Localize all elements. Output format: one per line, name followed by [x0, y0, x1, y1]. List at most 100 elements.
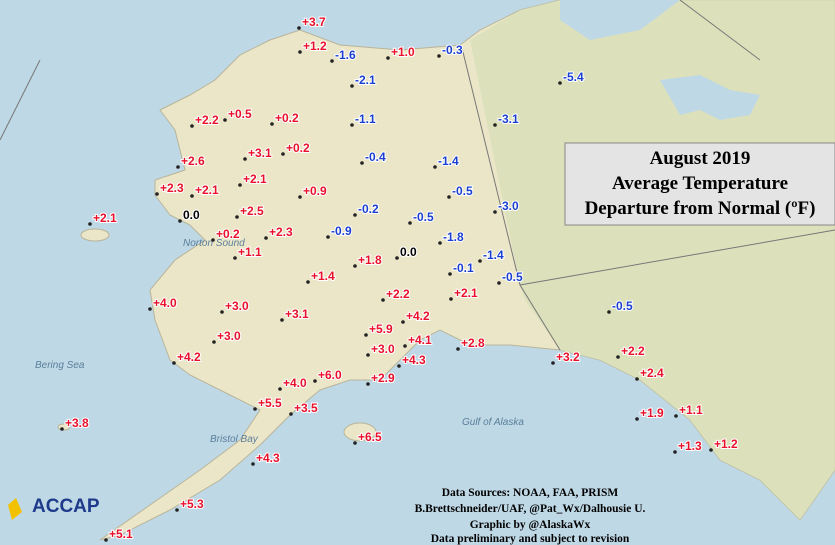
title: August 2019 [650, 148, 751, 169]
station-dot [433, 165, 437, 169]
station-label: +2.9 [371, 371, 395, 385]
station-dot [551, 361, 555, 365]
station-dot [212, 340, 216, 344]
station-dot [616, 355, 620, 359]
station-label: +0.9 [303, 184, 327, 198]
station-dot [297, 26, 301, 30]
station-label: +4.3 [256, 451, 280, 465]
station-dot [456, 347, 460, 351]
station-dot [243, 157, 247, 161]
station-dot [478, 259, 482, 263]
station-label: +2.4 [640, 366, 664, 380]
station-dot [172, 361, 176, 365]
place-label: Bristol Bay [210, 434, 259, 445]
station-label: +5.3 [180, 497, 204, 511]
station-label: +3.0 [371, 342, 395, 356]
place-label: Gulf of Alaska [462, 417, 524, 428]
station-label: +4.1 [408, 333, 432, 347]
station-dot [313, 379, 317, 383]
station-label: -0.5 [612, 299, 633, 313]
station-dot [437, 54, 441, 58]
station-label: +3.2 [556, 350, 580, 364]
station-dot [448, 272, 452, 276]
station-dot [674, 414, 678, 418]
station-dot [449, 297, 453, 301]
station-dot [353, 213, 357, 217]
logo: ACCAP [32, 496, 100, 517]
credit: Data preliminary and subject to revision [431, 533, 630, 545]
station-dot [190, 194, 194, 198]
title-box [564, 142, 835, 226]
place-label: Norton Sound [183, 238, 245, 249]
station-label: +2.5 [240, 204, 264, 218]
station-label: -0.5 [413, 210, 434, 224]
station-label: -0.5 [452, 184, 473, 198]
station-label: -3.1 [498, 112, 519, 126]
station-label: -3.0 [498, 199, 519, 213]
station-label: +0.5 [228, 107, 252, 121]
station-dot [253, 407, 257, 411]
place-label: Bering Sea [35, 360, 85, 371]
credit: B.Brettschneider/UAF, @Pat_Wx/Dalhousie … [415, 503, 646, 515]
station-dot [709, 448, 713, 452]
station-dot [673, 450, 677, 454]
station-label: +5.1 [109, 527, 133, 541]
station-label: +2.6 [181, 154, 205, 168]
title: Departure from Normal (ºF) [585, 198, 816, 219]
station-dot [353, 264, 357, 268]
station-label: +3.0 [217, 329, 241, 343]
station-label: +5.5 [258, 396, 282, 410]
station-dot [148, 307, 152, 311]
station-dot [360, 161, 364, 165]
station-dot [264, 236, 268, 240]
station-label: +3.8 [65, 416, 89, 430]
station-dot [353, 441, 357, 445]
station-label: +1.4 [311, 269, 335, 283]
station-label: +0.2 [216, 227, 240, 241]
logo-icon [8, 498, 22, 520]
station-dot [493, 123, 497, 127]
station-label: +2.3 [269, 225, 293, 239]
station-label: +4.3 [402, 353, 426, 367]
station-dot [278, 387, 282, 391]
station-dot [104, 538, 108, 542]
canada-region [470, 0, 835, 520]
credit: Data Sources: NOAA, FAA, PRISM [442, 487, 619, 499]
station-label: +6.5 [358, 430, 382, 444]
station-label: +6.0 [318, 368, 342, 382]
station-label: -0.2 [358, 202, 379, 216]
station-dot [238, 183, 242, 187]
station-label: +1.8 [358, 253, 382, 267]
station-label: +2.1 [93, 211, 117, 225]
station-label: -0.5 [502, 270, 523, 284]
station-dot [211, 238, 215, 242]
station-label: +2.1 [195, 183, 219, 197]
station-dot [364, 333, 368, 337]
station-dot [175, 508, 179, 512]
station-dot [350, 84, 354, 88]
station-label: +0.2 [275, 111, 299, 125]
station-label: -1.1 [355, 112, 376, 126]
station-dot [270, 122, 274, 126]
station-dot [155, 192, 159, 196]
station-label: +4.2 [406, 309, 430, 323]
station-dot [223, 118, 227, 122]
station-dot [497, 281, 501, 285]
station-dot [350, 123, 354, 127]
station-dot [281, 152, 285, 156]
station-dot [298, 195, 302, 199]
station-dot [558, 81, 562, 85]
station-dot [220, 310, 224, 314]
station-label: -0.3 [442, 43, 463, 57]
station-dot [190, 124, 194, 128]
station-dot [176, 165, 180, 169]
station-label: -5.4 [563, 70, 584, 84]
credit: Graphic by @AlaskaWx [470, 519, 591, 531]
station-dot [366, 382, 370, 386]
station-dot [60, 427, 64, 431]
station-dot [289, 412, 293, 416]
station-label: -0.9 [331, 224, 352, 238]
station-label: +3.7 [302, 15, 326, 29]
station-label: +4.2 [177, 350, 201, 364]
station-dot [386, 56, 390, 60]
